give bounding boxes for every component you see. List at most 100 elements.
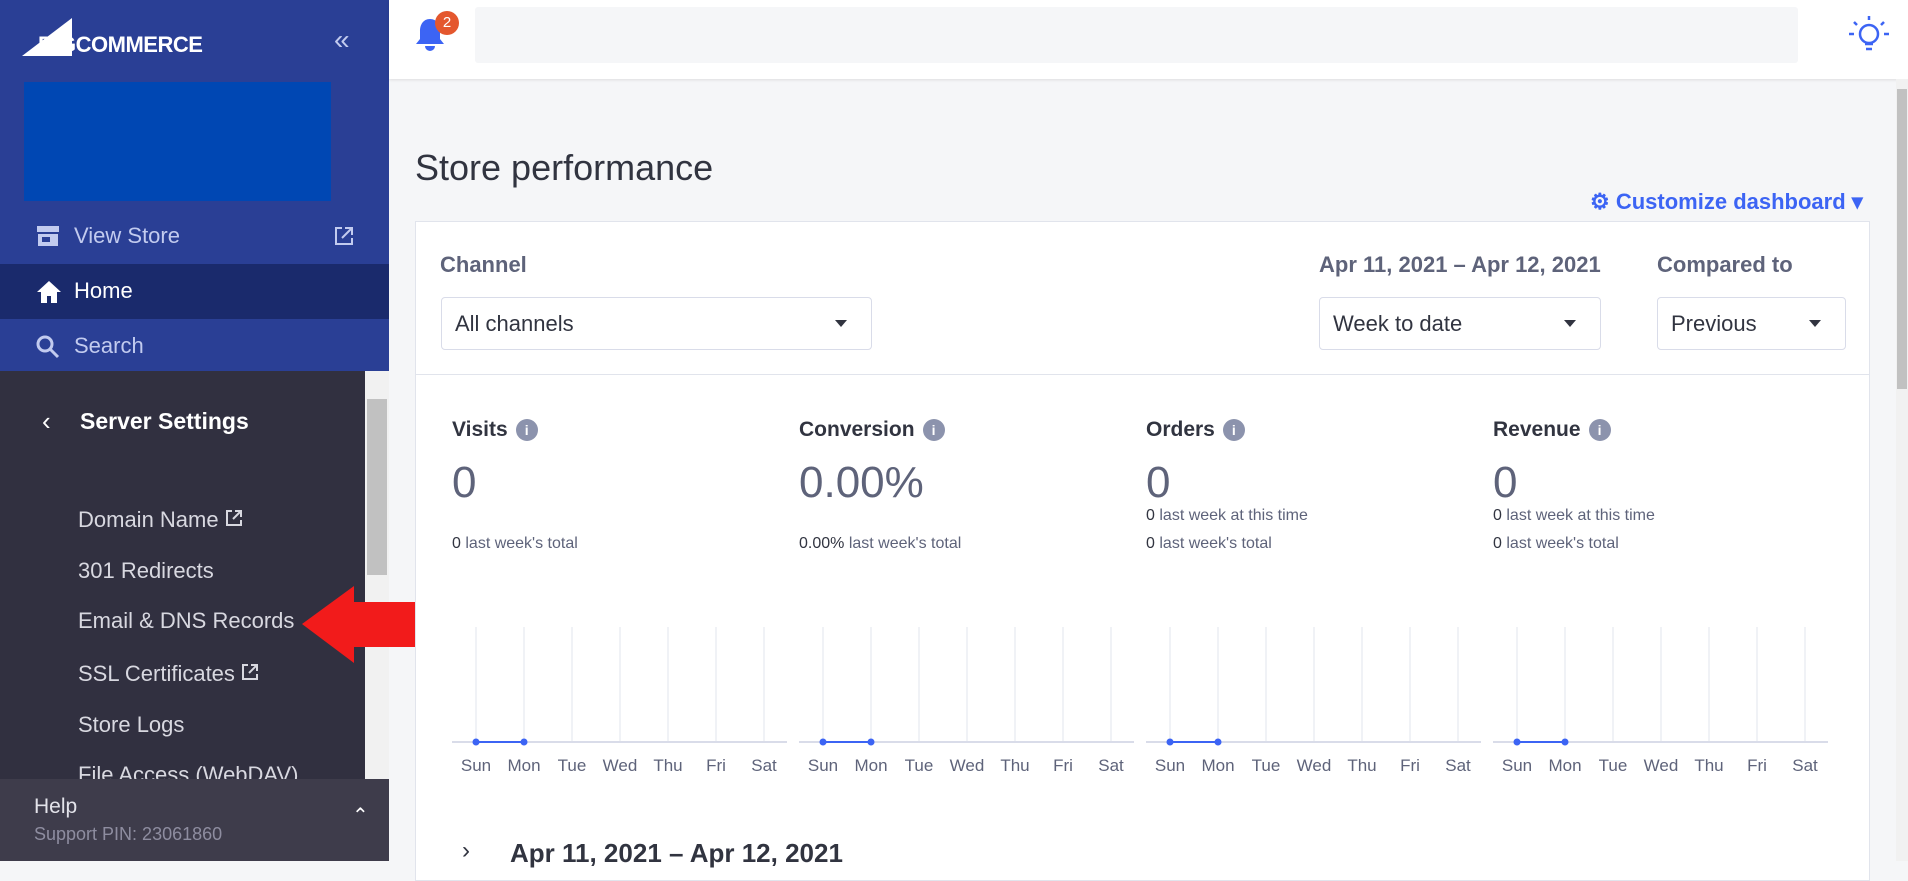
select-value: All channels	[455, 311, 574, 336]
menu-item[interactable]: SSL Certificates	[78, 661, 259, 687]
scroll-thumb[interactable]	[367, 399, 387, 575]
top-bar: 2	[389, 0, 1908, 79]
sidebar: BIGCOMMERCE « View Store Home Search ‹ S…	[0, 0, 389, 861]
day-label: Tue	[1599, 756, 1628, 775]
day-label: Thu	[1347, 756, 1376, 775]
search-input[interactable]	[475, 7, 1798, 63]
nav-label: Search	[74, 333, 144, 358]
day-label: Thu	[1694, 756, 1723, 775]
channel-label: Channel	[440, 252, 527, 277]
day-label: Mon	[1201, 756, 1234, 775]
data-point	[520, 738, 528, 746]
day-label: Sun	[1502, 756, 1532, 775]
day-label: Tue	[905, 756, 934, 775]
home-icon	[37, 281, 61, 303]
store-logo	[24, 82, 331, 201]
external-icon	[241, 664, 258, 680]
note-value: 0	[1493, 507, 1502, 524]
note-text: last week at this time	[1506, 507, 1655, 524]
day-label: Sat	[1792, 756, 1818, 775]
channel-select[interactable]: All channels	[441, 297, 872, 350]
note-value: 0	[1146, 535, 1155, 552]
day-label: Sun	[1155, 756, 1185, 775]
day-label: Sat	[1445, 756, 1471, 775]
menu-item[interactable]: Email & DNS Records	[78, 608, 294, 634]
range-heading: Apr 11, 2021 – Apr 12, 2021	[510, 838, 843, 868]
page-scrollbar	[1896, 79, 1908, 861]
data-point	[867, 738, 875, 746]
metric-note: 0 last week's total	[452, 535, 578, 553]
search-icon	[36, 335, 60, 359]
info-icon: i	[515, 419, 538, 442]
day-label: Fri	[1053, 756, 1073, 775]
metric-name: Revenue i	[1493, 418, 1611, 442]
note-text: last week's total	[465, 535, 578, 552]
day-label: Fri	[1747, 756, 1767, 775]
day-label: Fri	[1400, 756, 1420, 775]
menu-item-label: 301 Redirects	[78, 558, 214, 583]
compare-select[interactable]: Previous	[1657, 297, 1846, 350]
day-label: Sat	[1098, 756, 1124, 775]
day-label: Mon	[854, 756, 887, 775]
metric-note: 0 last week at this time	[1493, 507, 1655, 525]
metric-note: 0 last week's total	[1493, 535, 1619, 553]
brand: BIGCOMMERCE	[38, 32, 203, 57]
day-label: Wed	[950, 756, 985, 775]
nav-view-store[interactable]: View Store	[0, 209, 389, 263]
collapse-button[interactable]: «	[334, 24, 350, 55]
date-range-select[interactable]: Week to date	[1319, 297, 1601, 350]
menu-item-label: Store Logs	[78, 712, 185, 737]
help-panel[interactable]: Help Support PIN: 23061860 ⌃	[0, 779, 389, 861]
metric-note: 0 last week at this time	[1146, 507, 1308, 525]
data-point	[819, 738, 827, 746]
select-value: Previous	[1671, 311, 1757, 336]
info-icon: i	[1588, 419, 1611, 442]
back-button[interactable]: ‹	[42, 406, 51, 436]
compare-label: Compared to	[1657, 252, 1793, 277]
mini-chart: Sun Mon Tue Wed Thu Fri Sat	[1146, 627, 1481, 775]
expand-chevron[interactable]: ›	[462, 837, 470, 864]
menu-item-label: Domain Name	[78, 507, 219, 532]
menu-item[interactable]: 301 Redirects	[78, 558, 214, 584]
day-label: Thu	[653, 756, 682, 775]
metric-name: Visits i	[452, 418, 538, 442]
day-label: Mon	[1548, 756, 1581, 775]
day-label: Wed	[1644, 756, 1679, 775]
scrollbar	[365, 371, 389, 779]
note-value: 0	[452, 535, 461, 552]
note-text: last week at this time	[1159, 507, 1308, 524]
data-point	[1166, 738, 1174, 746]
note-text: last week's total	[848, 535, 962, 552]
date-range-label: Apr 11, 2021 – Apr 12, 2021	[1319, 252, 1601, 277]
mini-chart: Sun Mon Tue Wed Thu Fri Sat	[799, 627, 1134, 775]
info-icon: i	[1222, 419, 1245, 442]
note-value: 0.00%	[799, 535, 845, 552]
mini-chart: Sun Mon Tue Wed Thu Fri Sat	[1493, 627, 1828, 775]
customize-button[interactable]: ⚙ Customize dashboard ▾	[1590, 189, 1863, 214]
metric-name: Orders i	[1146, 418, 1245, 442]
data-point	[1214, 738, 1222, 746]
data-point	[1513, 738, 1521, 746]
menu-item[interactable]: Store Logs	[78, 712, 184, 738]
metric-value: 0	[1493, 458, 1518, 507]
nav-home[interactable]: Home	[0, 264, 389, 319]
menu-item-label: SSL Certificates	[78, 661, 235, 686]
data-point	[472, 738, 480, 746]
page-scroll-thumb[interactable]	[1897, 89, 1907, 389]
metric-label: Orders	[1146, 418, 1215, 441]
note-text: last week's total	[1506, 535, 1619, 552]
nav-search[interactable]: Search	[0, 319, 389, 373]
support-pin: Support PIN: 23061860	[34, 824, 223, 844]
metric-value: 0	[1146, 458, 1171, 507]
metric-label: Revenue	[1493, 418, 1581, 441]
lightbulb-icon[interactable]	[1848, 14, 1890, 60]
help-title: Help	[34, 795, 78, 818]
note-value: 0	[1146, 507, 1155, 524]
day-label: Tue	[558, 756, 587, 775]
external-icon	[225, 510, 242, 526]
day-label: Tue	[1252, 756, 1281, 775]
menu-item[interactable]: Domain Name	[78, 507, 243, 533]
divider	[416, 374, 1869, 375]
day-label: Thu	[1000, 756, 1029, 775]
